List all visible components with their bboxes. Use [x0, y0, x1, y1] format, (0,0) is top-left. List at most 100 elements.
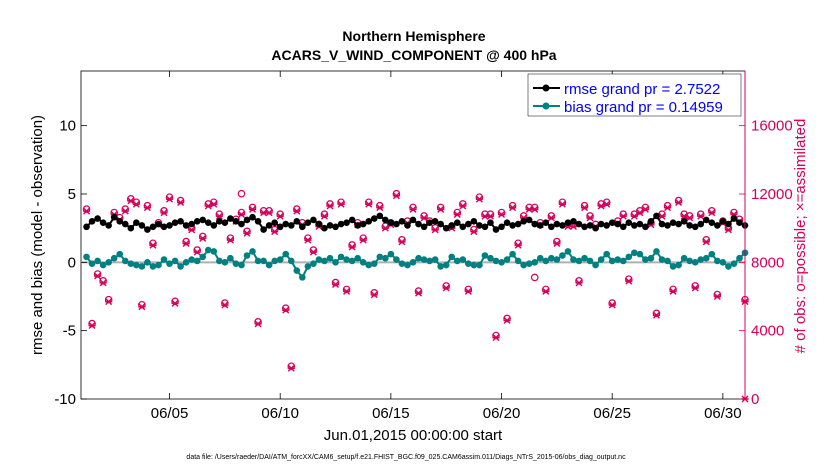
- obs-assimilated-cross: [121, 207, 129, 215]
- obs-assimilated-cross: [464, 287, 472, 295]
- obs-possible-point: [420, 212, 428, 220]
- obs-assimilated-point: [282, 306, 290, 314]
- rmse-point: [343, 219, 350, 226]
- bias-point: [514, 257, 522, 265]
- bias-point: [144, 259, 151, 266]
- obs-possible-point: [370, 288, 379, 297]
- rmse-point: [199, 216, 207, 224]
- obs-possible-point: [503, 314, 511, 323]
- bias-point: [171, 257, 179, 265]
- obs-possible-point: [619, 210, 628, 219]
- bias-point: [575, 257, 583, 265]
- bias-point: [608, 257, 616, 265]
- obs-assimilated-point: [132, 200, 140, 208]
- obs-possible-point: [198, 232, 207, 241]
- y-left-tick-label: 5: [68, 186, 76, 203]
- obs-assimilated-point: [431, 226, 439, 234]
- obs-possible-point: [104, 295, 113, 304]
- rmse-point: [487, 219, 494, 226]
- obs-assimilated-cross: [470, 228, 478, 236]
- obs-possible-point: [553, 237, 561, 246]
- obs-assimilated-cross: [282, 306, 290, 314]
- obs-possible-point: [707, 206, 716, 215]
- rmse-point: [177, 218, 184, 225]
- bias-point: [299, 274, 306, 281]
- obs-assimilated-point: [619, 212, 627, 220]
- obs-assimilated-point: [542, 287, 550, 295]
- obs-assimilated-point: [514, 241, 522, 249]
- bias-point: [337, 253, 345, 261]
- rmse-point: [127, 224, 135, 232]
- obs-assimilated-cross: [376, 204, 384, 212]
- bias-point: [99, 261, 107, 269]
- rmse-point: [415, 220, 422, 228]
- bias-point: [133, 261, 140, 269]
- obs-assimilated-point: [464, 287, 472, 295]
- rmse-point: [525, 216, 533, 224]
- rmse-point: [193, 218, 201, 225]
- rmse-point: [398, 218, 406, 225]
- x-tick-label: 06/15: [372, 405, 410, 422]
- obs-assimilated-cross: [431, 226, 439, 234]
- x-tick-label: 06/20: [483, 405, 521, 422]
- rmse-point: [409, 216, 417, 224]
- obs-possible-point: [464, 285, 473, 294]
- y-right-tick-label: 0: [751, 391, 759, 408]
- obs-assimilated-cross: [420, 214, 428, 222]
- rmse-point: [586, 222, 594, 229]
- bias-point: [470, 261, 478, 269]
- rmse-point: [570, 218, 577, 225]
- rmse-point: [99, 219, 107, 226]
- obs-assimilated-cross: [381, 224, 389, 232]
- rmse-point: [675, 220, 682, 228]
- rmse-point: [133, 219, 140, 226]
- bias-point: [365, 261, 373, 269]
- obs-possible-point: [541, 285, 550, 294]
- bias-point: [614, 256, 622, 263]
- rmse-point: [227, 215, 234, 222]
- bias-point: [536, 254, 544, 262]
- obs-assimilated-point: [215, 212, 223, 220]
- bias-point: [525, 260, 533, 268]
- rmse-point: [725, 220, 732, 228]
- obs-possible-point: [359, 234, 368, 242]
- bias-point: [531, 259, 539, 266]
- obs-assimilated-point: [437, 205, 445, 213]
- obs-possible-point: [320, 210, 329, 219]
- chart-title-line2: ACARS_V_WIND_COMPONENT @ 400 hPa: [271, 47, 556, 63]
- obs-possible-point: [149, 239, 157, 248]
- bias-point: [603, 250, 610, 258]
- bias-point: [581, 254, 588, 262]
- rmse-point: [719, 218, 727, 225]
- obs-assimilated-point: [365, 200, 373, 208]
- obs-assimilated-cross: [243, 229, 251, 237]
- obs-assimilated-cross: [337, 200, 345, 208]
- rmse-point: [315, 220, 323, 228]
- rmse-point: [299, 223, 306, 231]
- rmse-point: [509, 222, 516, 229]
- bias-point: [409, 259, 417, 266]
- y-right-tick-label: 8000: [751, 254, 784, 271]
- obs-assimilated-point: [569, 222, 578, 230]
- obs-possible-point: [669, 285, 677, 294]
- obs-possible-point: [121, 205, 130, 213]
- rmse-point: [481, 223, 489, 231]
- obs-possible-point: [99, 277, 107, 285]
- obs-possible-point: [342, 285, 351, 294]
- bias-point: [326, 254, 334, 262]
- rmse-point: [116, 218, 124, 225]
- obs-assimilated-cross: [702, 238, 710, 246]
- obs-assimilated-cross: [149, 241, 157, 249]
- bias-point: [393, 256, 400, 263]
- obs-possible-point: [176, 196, 185, 205]
- bias-point: [509, 250, 516, 258]
- obs-assimilated-point: [558, 200, 566, 208]
- bias-point: [310, 260, 317, 268]
- bias-point: [227, 254, 234, 262]
- obs-assimilated-cross: [309, 248, 317, 256]
- bias-point: [465, 260, 472, 268]
- obs-assimilated-point: [248, 205, 257, 213]
- obs-assimilated-cross: [663, 204, 672, 212]
- obs-assimilated-point: [420, 214, 428, 222]
- obs-possible-point: [160, 206, 168, 215]
